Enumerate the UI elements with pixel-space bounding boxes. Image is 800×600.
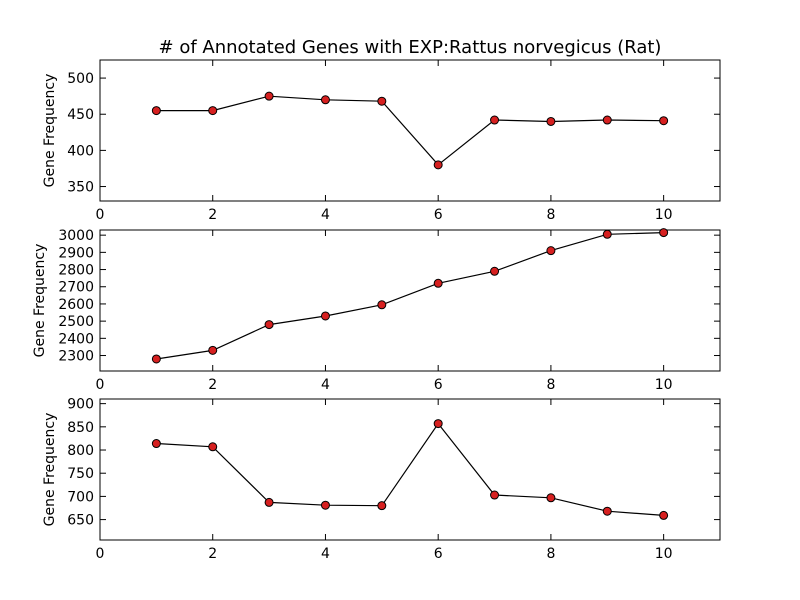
y-tick-label: 400 — [67, 143, 94, 159]
data-point — [490, 115, 500, 125]
y-axis-label: Gene Frequency — [42, 74, 58, 188]
data-point — [208, 106, 218, 116]
data-point — [546, 116, 556, 126]
y-tick-label: 650 — [67, 513, 94, 529]
y-tick-label: 850 — [67, 420, 94, 436]
y-tick-label: 2900 — [58, 245, 94, 261]
series-line — [156, 422, 664, 516]
data-point — [602, 229, 612, 239]
plot-frame — [99, 59, 721, 202]
chart-title: # of Annotated Genes with EXP:Rattus nor… — [159, 37, 662, 58]
data-point — [659, 510, 669, 520]
data-point — [433, 160, 443, 170]
data-point — [377, 300, 387, 310]
data-point — [208, 345, 218, 355]
data-point — [264, 91, 274, 101]
data-point — [377, 96, 387, 106]
y-tick-label: 2800 — [58, 263, 94, 279]
y-tick-label: 900 — [67, 397, 94, 413]
data-point — [602, 506, 612, 516]
y-tick-label: 2600 — [58, 297, 94, 313]
x-tick-label: 2 — [208, 377, 217, 393]
data-point — [490, 490, 500, 500]
y-axis-label: Gene Frequency — [42, 413, 58, 527]
y-tick-label: 750 — [67, 466, 94, 482]
data-point — [151, 106, 161, 116]
y-tick-label: 3000 — [58, 228, 94, 244]
y-tick-label: 350 — [67, 180, 94, 196]
plot-frame — [99, 398, 721, 541]
y-tick-label: 2400 — [58, 331, 94, 347]
subplot-3: 650 700 750 800 850 900 0 2 4 6 8 10 Gene Frequency — [42, 397, 721, 562]
data-point — [151, 439, 161, 449]
data-point — [320, 500, 330, 510]
x-tick-label: 4 — [321, 377, 330, 393]
data-point — [208, 442, 218, 452]
plot-frame — [99, 229, 721, 372]
y-tick-label: 450 — [67, 107, 94, 123]
data-point — [264, 497, 274, 507]
series-line — [156, 95, 664, 166]
data-point — [151, 354, 161, 364]
y-tick-label: 2300 — [58, 349, 94, 365]
x-tick-label: 6 — [434, 207, 443, 223]
y-tick-label: 2700 — [58, 280, 94, 296]
x-tick-label: 10 — [655, 207, 673, 223]
data-point — [546, 246, 556, 256]
data-point — [320, 311, 330, 321]
data-point — [377, 501, 387, 511]
data-point — [659, 228, 669, 238]
subplot-1: 350 400 450 500 0 2 4 6 8 10 Gene Frequency — [42, 59, 721, 223]
x-tick-label: 2 — [208, 546, 217, 562]
y-tick-label: 500 — [67, 71, 94, 87]
x-tick-label: 10 — [655, 546, 673, 562]
x-tick-label: 10 — [655, 377, 673, 393]
data-point — [264, 320, 274, 330]
y-tick-label: 2500 — [58, 314, 94, 330]
data-point — [490, 266, 500, 276]
x-tick-label: 8 — [546, 207, 555, 223]
x-tick-label: 4 — [321, 207, 330, 223]
y-axis-label: Gene Frequency — [32, 244, 48, 358]
data-point — [320, 95, 330, 105]
y-tick-label: 800 — [67, 443, 94, 459]
x-tick-label: 6 — [434, 546, 443, 562]
x-tick-label: 2 — [208, 207, 217, 223]
series-line — [156, 232, 664, 360]
data-point — [659, 116, 669, 126]
data-point — [602, 115, 612, 125]
y-tick-label: 700 — [67, 489, 94, 505]
x-tick-label: 6 — [434, 377, 443, 393]
x-tick-label: 0 — [96, 207, 105, 223]
x-tick-label: 8 — [546, 546, 555, 562]
x-tick-label: 0 — [96, 546, 105, 562]
x-tick-label: 0 — [96, 377, 105, 393]
data-point — [433, 278, 443, 288]
x-tick-label: 8 — [546, 377, 555, 393]
data-point — [546, 493, 556, 503]
data-point — [433, 419, 443, 429]
x-tick-label: 4 — [321, 546, 330, 562]
